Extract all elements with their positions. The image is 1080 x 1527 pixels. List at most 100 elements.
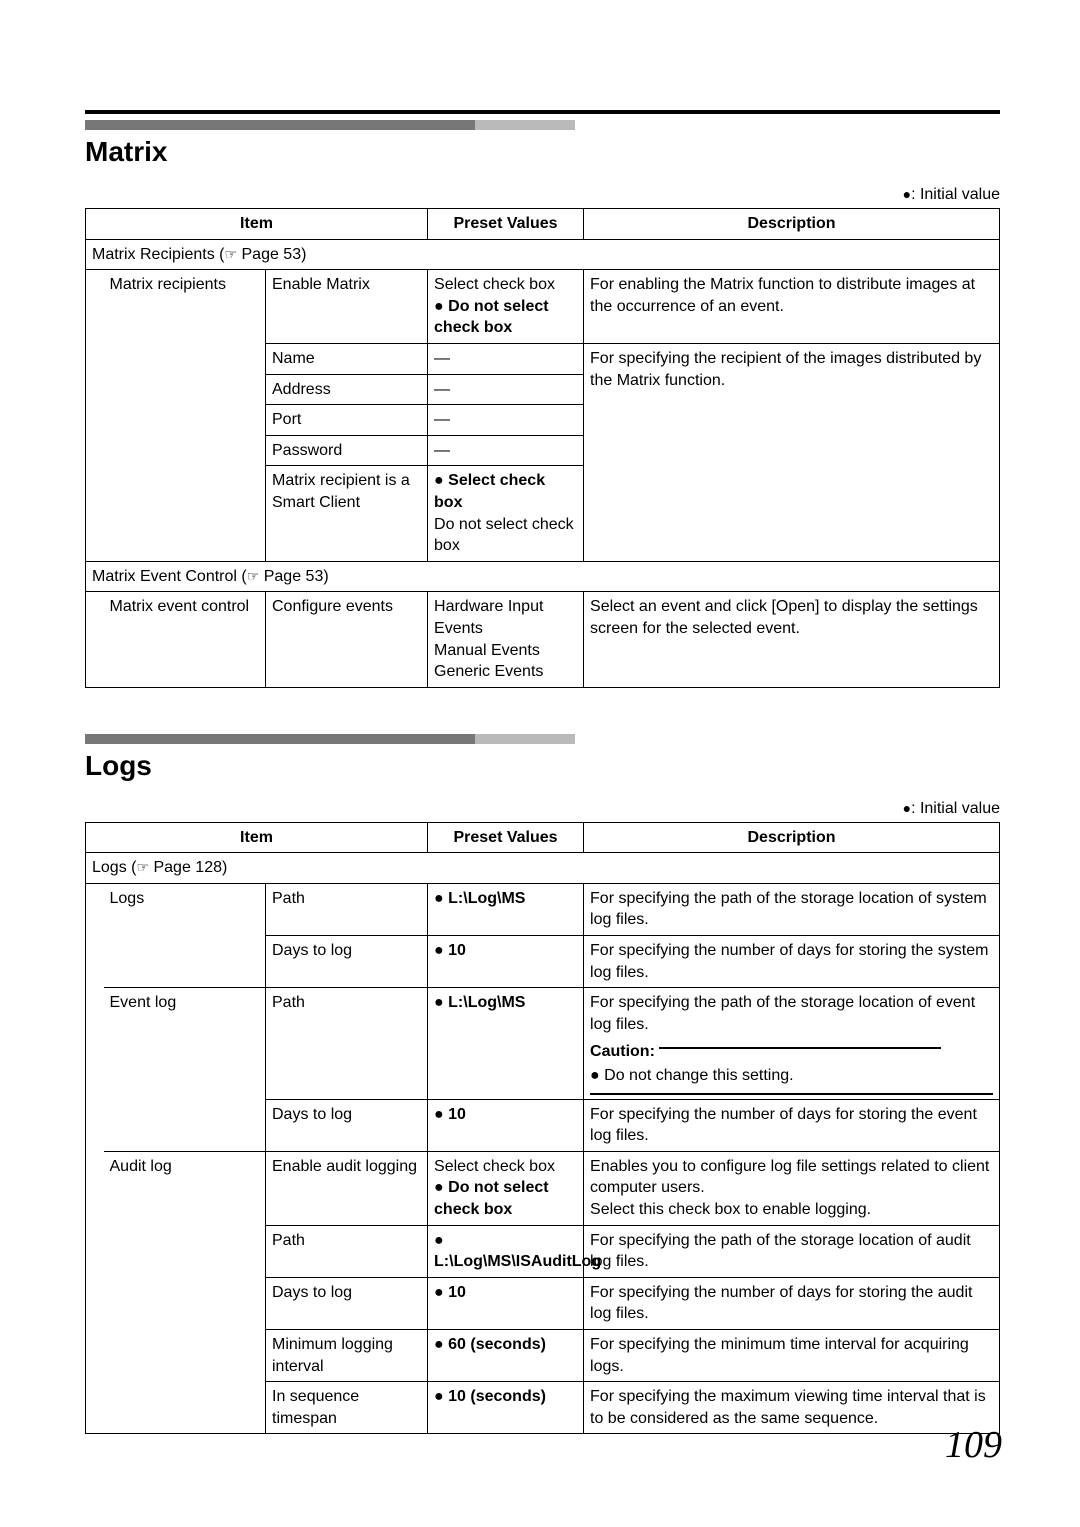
- item-cell: Matrix recipients: [104, 270, 266, 562]
- preset-initial: ● Do not select check box: [434, 296, 577, 339]
- subitem-cell: Enable audit logging: [266, 1151, 428, 1225]
- desc-cell: For specifying the path of the storage l…: [584, 988, 1000, 1099]
- preset-initial-text: 10: [448, 942, 466, 959]
- legend-text: : Initial value: [911, 800, 1000, 817]
- table-row: Event log Path ● L:\Log\MS For specifyin…: [86, 988, 1000, 1099]
- preset-cell: —: [428, 405, 584, 436]
- group-cell: Matrix Event Control (☞ Page 53): [86, 561, 1000, 592]
- group-prefix: Matrix Event Control (: [92, 568, 247, 585]
- desc-text: Select this check box to enable logging.: [590, 1199, 993, 1221]
- table-header-row: Item Preset Values Description: [86, 209, 1000, 240]
- bullet-icon: ●: [590, 1067, 600, 1084]
- subitem-cell: Password: [266, 435, 428, 466]
- preset-cell: ● 10: [428, 1277, 584, 1329]
- table-row: Audit log Enable audit logging Select ch…: [86, 1151, 1000, 1225]
- matrix-title: Matrix: [85, 136, 1000, 168]
- bullet-icon: ●: [434, 942, 444, 959]
- legend-matrix: ●: Initial value: [85, 186, 1000, 204]
- page-number: 109: [945, 1423, 1002, 1467]
- group-page: Page 128): [149, 859, 227, 876]
- preset-cell: —: [428, 374, 584, 405]
- caution-text: Do not change this setting.: [604, 1067, 793, 1084]
- preset-cell: ● 10 (seconds): [428, 1382, 584, 1434]
- group-row: Logs (☞ Page 128): [86, 853, 1000, 884]
- preset-initial-text: Do not select check box: [434, 1179, 549, 1218]
- desc-cell: For specifying the path of the storage l…: [584, 883, 1000, 935]
- group-cell: Logs (☞ Page 128): [86, 853, 1000, 884]
- bullet-icon: ●: [434, 994, 444, 1011]
- desc-cell: For specifying the recipient of the imag…: [584, 343, 1000, 561]
- group-page: Page 53): [237, 246, 306, 263]
- caution-bottom-rule: [590, 1093, 993, 1095]
- preset-initial: ● Do not select check box: [434, 1177, 577, 1220]
- bullet-icon: ●: [434, 1336, 444, 1353]
- desc-cell: Select an event and click [Open] to disp…: [584, 592, 1000, 687]
- preset-initial-text: Do not select check box: [434, 298, 549, 337]
- indent-cell: [86, 883, 104, 1433]
- reference-icon: ☞: [136, 859, 149, 875]
- top-rule: [85, 110, 1000, 114]
- subitem-cell: Matrix recipient is a Smart Client: [266, 466, 428, 561]
- preset-cell: ● Select check box Do not select check b…: [428, 466, 584, 561]
- bullet-icon: ●: [434, 1106, 444, 1123]
- desc-cell: For specifying the minimum time interval…: [584, 1329, 1000, 1381]
- desc-cell: For specifying the maximum viewing time …: [584, 1382, 1000, 1434]
- item-cell: Logs: [104, 883, 266, 987]
- preset-option: Generic Events: [434, 661, 577, 683]
- matrix-table: Item Preset Values Description Matrix Re…: [85, 208, 1000, 688]
- col-desc: Description: [584, 822, 1000, 853]
- item-cell: Audit log: [104, 1151, 266, 1434]
- bullet-icon: ●: [434, 298, 444, 315]
- reference-icon: ☞: [224, 246, 237, 262]
- bullet-icon: ●: [434, 1388, 444, 1405]
- bullet-icon: ●: [903, 186, 911, 202]
- subitem-cell: Address: [266, 374, 428, 405]
- preset-cell: ● 10: [428, 936, 584, 988]
- bullet-icon: ●: [434, 472, 444, 489]
- subitem-cell: Path: [266, 1225, 428, 1277]
- col-item: Item: [86, 822, 428, 853]
- group-page: Page 53): [259, 568, 328, 585]
- reference-icon: ☞: [247, 568, 260, 584]
- bullet-icon: ●: [903, 800, 911, 816]
- caution-body: ● Do not change this setting.: [590, 1065, 993, 1087]
- table-row: Matrix event control Configure events Ha…: [86, 592, 1000, 687]
- table-row: Matrix recipients Enable Matrix Select c…: [86, 270, 1000, 344]
- subitem-cell: Configure events: [266, 592, 428, 687]
- logs-table: Item Preset Values Description Logs (☞ P…: [85, 822, 1000, 1435]
- group-prefix: Logs (: [92, 859, 136, 876]
- preset-cell: Select check box ● Do not select check b…: [428, 1151, 584, 1225]
- preset-cell: ● 60 (seconds): [428, 1329, 584, 1381]
- col-preset: Preset Values: [428, 822, 584, 853]
- group-prefix: Matrix Recipients (: [92, 246, 224, 263]
- subitem-cell: Days to log: [266, 1099, 428, 1151]
- group-row: Matrix Recipients (☞ Page 53): [86, 239, 1000, 270]
- preset-option: Hardware Input Events: [434, 596, 577, 639]
- bullet-icon: ●: [434, 1179, 444, 1196]
- col-item: Item: [86, 209, 428, 240]
- preset-cell: —: [428, 343, 584, 374]
- subitem-cell: Port: [266, 405, 428, 436]
- caution-block: Caution: ● Do not change this setting.: [590, 1041, 993, 1094]
- desc-cell: For specifying the number of days for st…: [584, 936, 1000, 988]
- item-cell: Matrix event control: [104, 592, 266, 687]
- desc-text: For specifying the path of the storage l…: [590, 992, 993, 1035]
- preset-cell: ● L:\Log\MS: [428, 883, 584, 935]
- subitem-cell: Path: [266, 988, 428, 1099]
- preset-initial-text: L:\Log\MS\ISAuditLog: [434, 1253, 601, 1270]
- desc-cell: For specifying the number of days for st…: [584, 1099, 1000, 1151]
- preset-option: Select check box: [434, 274, 577, 296]
- desc-cell: Enables you to configure log file settin…: [584, 1151, 1000, 1225]
- group-cell: Matrix Recipients (☞ Page 53): [86, 239, 1000, 270]
- preset-initial-text: 10: [448, 1284, 466, 1301]
- section-bar-matrix: [85, 120, 1000, 130]
- subitem-cell: In sequence timespan: [266, 1382, 428, 1434]
- preset-cell: —: [428, 435, 584, 466]
- preset-cell: Select check box ● Do not select check b…: [428, 270, 584, 344]
- indent-cell: [86, 592, 104, 687]
- desc-cell: For specifying the number of days for st…: [584, 1277, 1000, 1329]
- col-preset: Preset Values: [428, 209, 584, 240]
- spacer: [85, 688, 1000, 734]
- table-row: Logs Path ● L:\Log\MS For specifying the…: [86, 883, 1000, 935]
- caution-rule: [659, 1047, 941, 1049]
